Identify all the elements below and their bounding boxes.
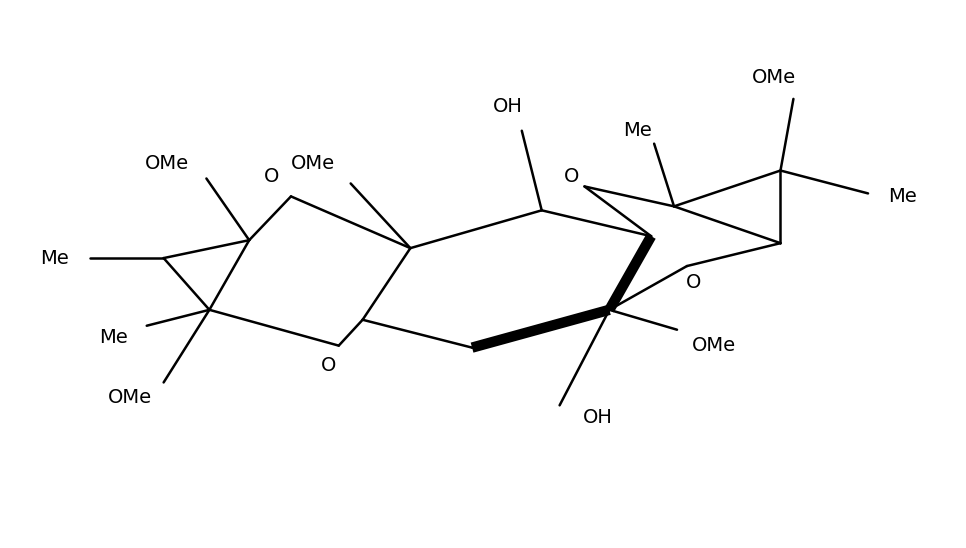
Text: OH: OH bbox=[493, 98, 523, 116]
Text: O: O bbox=[686, 273, 701, 293]
Text: OMe: OMe bbox=[108, 388, 152, 407]
Text: OMe: OMe bbox=[291, 154, 335, 173]
Text: OMe: OMe bbox=[145, 154, 188, 173]
Text: OH: OH bbox=[582, 408, 612, 427]
Text: Me: Me bbox=[99, 328, 128, 347]
Text: OMe: OMe bbox=[692, 336, 736, 355]
Text: Me: Me bbox=[40, 249, 69, 267]
Text: O: O bbox=[264, 167, 279, 186]
Text: O: O bbox=[564, 167, 580, 186]
Text: Me: Me bbox=[889, 187, 918, 206]
Text: Me: Me bbox=[623, 121, 652, 140]
Text: OMe: OMe bbox=[752, 67, 796, 87]
Text: O: O bbox=[321, 356, 336, 375]
